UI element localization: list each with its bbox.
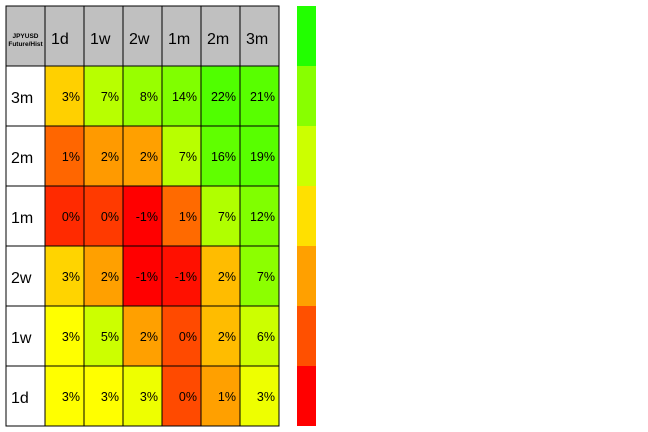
cell-value: 14% xyxy=(172,90,197,104)
row-header-label: 1d xyxy=(11,390,29,407)
legend-swatch xyxy=(297,6,316,66)
heatmap-cell xyxy=(161,125,202,187)
cell-value: 2% xyxy=(218,330,236,344)
cell-value: -1% xyxy=(175,270,197,284)
legend-swatch xyxy=(297,366,316,426)
heatmap-cell xyxy=(44,185,85,247)
cell-value: -1% xyxy=(136,270,158,284)
cell-value: 7% xyxy=(257,270,275,284)
cell-value: 2% xyxy=(101,270,119,284)
cell-value: 16% xyxy=(211,150,236,164)
cell-value: 0% xyxy=(179,390,197,404)
heatmap-cell xyxy=(122,305,163,367)
cell-value: 19% xyxy=(250,150,275,164)
heatmap-cell xyxy=(200,185,241,247)
cell-value: 2% xyxy=(140,150,158,164)
heatmap-cell xyxy=(200,365,241,427)
cell-value: 1% xyxy=(179,210,197,224)
cell-value: 3% xyxy=(62,330,80,344)
row-header-label: 2m xyxy=(11,150,33,167)
cell-value: 3% xyxy=(140,390,158,404)
cell-value: 8% xyxy=(140,90,158,104)
heatmap-cell xyxy=(161,65,202,127)
row-header-label: 1m xyxy=(11,210,33,227)
col-header-label: 3m xyxy=(246,31,268,48)
heatmap-grid: JPYUSD Future/Hist 1d 1w 2w 1m 2m 3m 3m 3% 7% 8% 14%… xyxy=(5,5,280,427)
col-header-cell xyxy=(83,5,124,67)
row-header-cell xyxy=(5,245,46,307)
cell-value: 1% xyxy=(62,150,80,164)
row-header-cell xyxy=(5,185,46,247)
cell-value: 7% xyxy=(218,210,236,224)
heatmap-cell xyxy=(122,125,163,187)
col-header-label: 2w xyxy=(129,31,150,48)
row-header-label: 2w xyxy=(11,270,32,287)
cell-value: 3% xyxy=(257,390,275,404)
col-header-label: 2m xyxy=(207,31,229,48)
heatmap-cell xyxy=(161,305,202,367)
heatmap-cell xyxy=(200,125,241,187)
heatmap-cell xyxy=(44,305,85,367)
cell-value: 5% xyxy=(101,330,119,344)
heatmap-cell xyxy=(239,305,280,367)
heatmap-cell xyxy=(239,365,280,427)
row-header-cell xyxy=(5,305,46,367)
corner-label: JPYUSD Future/Hist xyxy=(8,33,43,48)
cell-value: 2% xyxy=(218,270,236,284)
heatmap-cell xyxy=(239,65,280,127)
cell-value: 0% xyxy=(62,210,80,224)
col-header-label: 1m xyxy=(168,31,190,48)
cell-value: 3% xyxy=(62,390,80,404)
heatmap-cell xyxy=(161,365,202,427)
col-header-cell xyxy=(44,5,85,67)
cell-value: 12% xyxy=(250,210,275,224)
heatmap-cell xyxy=(44,125,85,187)
cell-value: 2% xyxy=(140,330,158,344)
cell-value: 22% xyxy=(211,90,236,104)
heatmap-cell xyxy=(83,65,124,127)
heatmap-cell xyxy=(122,365,163,427)
cell-value: 1% xyxy=(218,390,236,404)
legend-swatch xyxy=(297,186,316,246)
heatmap-cell xyxy=(83,245,124,307)
row-header-cell xyxy=(5,65,46,127)
cell-value: 7% xyxy=(179,150,197,164)
col-header-label: 1d xyxy=(51,31,69,48)
col-header-cell xyxy=(200,5,241,67)
cell-value: 0% xyxy=(179,330,197,344)
heatmap-cell xyxy=(83,365,124,427)
legend-swatch xyxy=(297,246,316,306)
heatmap-cell xyxy=(83,125,124,187)
heatmap-cell xyxy=(239,185,280,247)
legend-swatch xyxy=(297,66,316,126)
cell-value: 3% xyxy=(101,390,119,404)
cell-value: 7% xyxy=(101,90,119,104)
cell-value: 3% xyxy=(62,270,80,284)
cell-value: -1% xyxy=(136,210,158,224)
row-header-label: 3m xyxy=(11,90,33,107)
color-legend xyxy=(297,6,316,426)
cell-value: 2% xyxy=(101,150,119,164)
cell-value: 3% xyxy=(62,90,80,104)
row-header-label: 1w xyxy=(11,330,32,347)
col-header-label: 1w xyxy=(90,31,111,48)
legend-swatch xyxy=(297,126,316,186)
corner-cell xyxy=(5,5,46,67)
heatmap-cell xyxy=(239,125,280,187)
row-header-cell xyxy=(5,365,46,427)
cell-value: 21% xyxy=(250,90,275,104)
cell-value: 6% xyxy=(257,330,275,344)
legend-swatch xyxy=(297,306,316,366)
cell-value: 0% xyxy=(101,210,119,224)
